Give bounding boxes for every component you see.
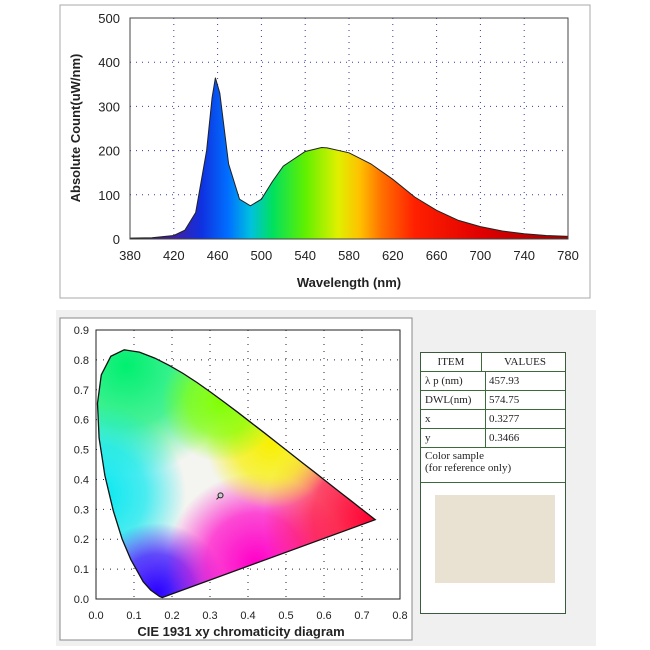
x-tick-label: 460 — [207, 248, 229, 263]
row-label: x — [421, 410, 486, 428]
row-value: 457.93 — [489, 375, 520, 387]
row-value: 574.75 — [489, 394, 520, 406]
x-tick-label: 580 — [338, 248, 360, 263]
cie-x-tick-label: 0.1 — [126, 610, 141, 622]
cie-x-tick-label: 0.6 — [316, 610, 331, 622]
row-label: DWL(nm) — [421, 391, 486, 409]
table-row: DWL(nm) 574.75 — [421, 391, 565, 410]
header-item: ITEM — [421, 353, 482, 371]
y-tick-label: 300 — [98, 99, 120, 114]
row-label: y — [421, 429, 486, 447]
cie-y-tick-label: 0.5 — [74, 445, 89, 457]
chromaticity-point — [217, 492, 224, 499]
cie-x-tick-label: 0.7 — [354, 610, 369, 622]
color-values-table: ITEM VALUES λ p (nm) 457.93 DWL(nm) 574.75… — [420, 352, 566, 614]
cie-x-tick-label: 0.8 — [392, 610, 407, 622]
cie-y-tick-label: 0.3 — [74, 504, 89, 516]
table-row: y 0.3466 — [421, 429, 565, 448]
x-tick-label: 780 — [557, 248, 579, 263]
cie-y-tick-label: 0.0 — [74, 594, 89, 606]
cie-y-tick-label: 0.9 — [74, 325, 89, 337]
cie-y-tick-label: 0.6 — [74, 415, 89, 427]
table-header: ITEM VALUES — [421, 353, 565, 372]
y-tick-label: 200 — [98, 144, 120, 159]
x-tick-label: 500 — [251, 248, 273, 263]
y-tick-label: 0 — [113, 232, 120, 247]
cie-y-tick-label: 0.4 — [74, 474, 89, 486]
cie-x-tick-label: 0.5 — [278, 610, 293, 622]
cie-y-tick-label: 0.1 — [74, 564, 89, 576]
x-tick-label: 540 — [294, 248, 316, 263]
color-sample-swatch — [435, 495, 555, 583]
x-tick-label: 420 — [163, 248, 185, 263]
row-value: 0.3466 — [489, 432, 520, 444]
row-label: λ p (nm) — [421, 372, 486, 390]
y-tick-label: 400 — [98, 55, 120, 70]
color-sample-note: Color sample (for reference only) — [421, 448, 565, 483]
table-row: x 0.3277 — [421, 410, 565, 429]
cie-x-tick-label: 0.3 — [202, 610, 217, 622]
x-axis-label: Wavelength (nm) — [297, 275, 401, 290]
cie-title: CIE 1931 xy chromaticity diagram — [137, 624, 344, 639]
cie-y-tick-label: 0.8 — [74, 355, 89, 367]
table-row: λ p (nm) 457.93 — [421, 372, 565, 391]
x-tick-label: 620 — [382, 248, 404, 263]
cie-y-tick-label: 0.2 — [74, 534, 89, 546]
cie-x-tick-label: 0.2 — [164, 610, 179, 622]
spectrum-area — [129, 77, 569, 240]
cie-plot-border — [95, 329, 401, 600]
cie-y-tick-label: 0.7 — [74, 385, 89, 397]
x-tick-label: 660 — [426, 248, 448, 263]
spectrum-plot-border — [129, 17, 569, 240]
cie-x-tick-label: 0.4 — [240, 610, 255, 622]
y-axis-label: Absolute Count(uW/nm) — [68, 54, 83, 203]
y-tick-label: 500 — [98, 11, 120, 26]
spectral-locus — [96, 349, 377, 599]
header-values: VALUES — [504, 356, 546, 368]
cie-x-tick-label: 0.0 — [88, 610, 103, 622]
x-tick-label: 380 — [119, 248, 141, 263]
y-tick-label: 100 — [98, 188, 120, 203]
x-tick-label: 700 — [470, 248, 492, 263]
row-value: 0.3277 — [489, 413, 520, 425]
x-tick-label: 740 — [513, 248, 535, 263]
